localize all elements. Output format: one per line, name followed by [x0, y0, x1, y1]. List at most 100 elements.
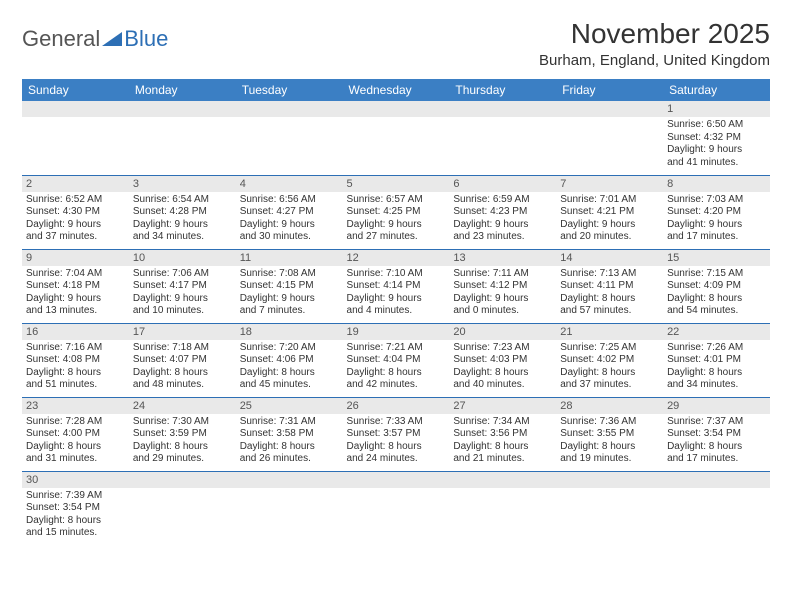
- day-details: [236, 117, 343, 123]
- day-number: [556, 472, 663, 488]
- day-number: 14: [556, 250, 663, 266]
- detail-line: Daylight: 9 hours: [560, 219, 659, 232]
- detail-line: Sunset: 4:30 PM: [26, 206, 125, 219]
- calendar-cell: 29Sunrise: 7:37 AMSunset: 3:54 PMDayligh…: [663, 397, 770, 471]
- day-details: Sunrise: 7:18 AMSunset: 4:07 PMDaylight:…: [129, 340, 236, 396]
- detail-line: Sunset: 3:55 PM: [560, 428, 659, 441]
- calendar-cell: 7Sunrise: 7:01 AMSunset: 4:21 PMDaylight…: [556, 175, 663, 249]
- calendar-cell: [236, 101, 343, 175]
- detail-line: Daylight: 8 hours: [453, 367, 552, 380]
- day-details: [343, 488, 450, 494]
- day-details: Sunrise: 7:01 AMSunset: 4:21 PMDaylight:…: [556, 192, 663, 248]
- detail-line: and 15 minutes.: [26, 527, 125, 540]
- day-number: 7: [556, 176, 663, 192]
- detail-line: Daylight: 9 hours: [347, 293, 446, 306]
- day-details: Sunrise: 6:57 AMSunset: 4:25 PMDaylight:…: [343, 192, 450, 248]
- day-details: [343, 117, 450, 123]
- detail-line: Daylight: 8 hours: [26, 367, 125, 380]
- calendar-cell: 2Sunrise: 6:52 AMSunset: 4:30 PMDaylight…: [22, 175, 129, 249]
- calendar-row: 1Sunrise: 6:50 AMSunset: 4:32 PMDaylight…: [22, 101, 770, 175]
- day-number: 17: [129, 324, 236, 340]
- detail-line: Sunrise: 7:36 AM: [560, 416, 659, 429]
- logo-text-1: General: [22, 26, 100, 52]
- day-details: Sunrise: 7:31 AMSunset: 3:58 PMDaylight:…: [236, 414, 343, 470]
- calendar-cell: [663, 471, 770, 545]
- day-number: 13: [449, 250, 556, 266]
- detail-line: Sunset: 4:11 PM: [560, 280, 659, 293]
- calendar-cell: [449, 471, 556, 545]
- detail-line: Sunset: 4:02 PM: [560, 354, 659, 367]
- day-details: Sunrise: 7:04 AMSunset: 4:18 PMDaylight:…: [22, 266, 129, 322]
- day-number: 21: [556, 324, 663, 340]
- detail-line: Daylight: 9 hours: [26, 219, 125, 232]
- detail-line: and 29 minutes.: [133, 453, 232, 466]
- title-block: November 2025 Burham, England, United Ki…: [539, 18, 770, 69]
- day-details: [449, 488, 556, 494]
- calendar-cell: 13Sunrise: 7:11 AMSunset: 4:12 PMDayligh…: [449, 249, 556, 323]
- detail-line: Sunrise: 7:15 AM: [667, 268, 766, 281]
- calendar-table: Sunday Monday Tuesday Wednesday Thursday…: [22, 79, 770, 545]
- detail-line: Sunrise: 7:11 AM: [453, 268, 552, 281]
- detail-line: Daylight: 8 hours: [560, 441, 659, 454]
- calendar-cell: 20Sunrise: 7:23 AMSunset: 4:03 PMDayligh…: [449, 323, 556, 397]
- page-title: November 2025: [539, 18, 770, 50]
- day-number: 28: [556, 398, 663, 414]
- detail-line: Sunrise: 7:20 AM: [240, 342, 339, 355]
- calendar-cell: 28Sunrise: 7:36 AMSunset: 3:55 PMDayligh…: [556, 397, 663, 471]
- day-number: 19: [343, 324, 450, 340]
- detail-line: Sunset: 4:32 PM: [667, 132, 766, 145]
- detail-line: Sunset: 4:17 PM: [133, 280, 232, 293]
- day-number: 26: [343, 398, 450, 414]
- detail-line: Sunrise: 7:37 AM: [667, 416, 766, 429]
- logo-triangle-icon: [102, 26, 122, 52]
- day-details: Sunrise: 7:11 AMSunset: 4:12 PMDaylight:…: [449, 266, 556, 322]
- detail-line: Daylight: 8 hours: [347, 441, 446, 454]
- detail-line: Sunrise: 6:59 AM: [453, 194, 552, 207]
- calendar-cell: 15Sunrise: 7:15 AMSunset: 4:09 PMDayligh…: [663, 249, 770, 323]
- day-number: [556, 101, 663, 117]
- day-number: 1: [663, 101, 770, 117]
- detail-line: Daylight: 8 hours: [560, 367, 659, 380]
- detail-line: Sunrise: 6:54 AM: [133, 194, 232, 207]
- detail-line: Daylight: 8 hours: [133, 441, 232, 454]
- day-details: Sunrise: 7:25 AMSunset: 4:02 PMDaylight:…: [556, 340, 663, 396]
- detail-line: Daylight: 9 hours: [453, 293, 552, 306]
- calendar-cell: [556, 471, 663, 545]
- detail-line: and 34 minutes.: [133, 231, 232, 244]
- detail-line: and 48 minutes.: [133, 379, 232, 392]
- detail-line: Sunrise: 7:25 AM: [560, 342, 659, 355]
- detail-line: and 54 minutes.: [667, 305, 766, 318]
- detail-line: Sunset: 3:54 PM: [667, 428, 766, 441]
- day-details: Sunrise: 7:36 AMSunset: 3:55 PMDaylight:…: [556, 414, 663, 470]
- day-details: [663, 488, 770, 494]
- detail-line: Daylight: 9 hours: [133, 293, 232, 306]
- header-row: Sunday Monday Tuesday Wednesday Thursday…: [22, 79, 770, 101]
- day-details: Sunrise: 7:26 AMSunset: 4:01 PMDaylight:…: [663, 340, 770, 396]
- day-number: [236, 101, 343, 117]
- detail-line: and 21 minutes.: [453, 453, 552, 466]
- detail-line: Sunset: 4:20 PM: [667, 206, 766, 219]
- detail-line: Sunrise: 6:52 AM: [26, 194, 125, 207]
- day-number: 24: [129, 398, 236, 414]
- day-details: Sunrise: 6:52 AMSunset: 4:30 PMDaylight:…: [22, 192, 129, 248]
- detail-line: and 42 minutes.: [347, 379, 446, 392]
- day-details: Sunrise: 7:16 AMSunset: 4:08 PMDaylight:…: [22, 340, 129, 396]
- day-number: [236, 472, 343, 488]
- calendar-cell: 17Sunrise: 7:18 AMSunset: 4:07 PMDayligh…: [129, 323, 236, 397]
- detail-line: and 7 minutes.: [240, 305, 339, 318]
- detail-line: Daylight: 8 hours: [667, 367, 766, 380]
- day-details: Sunrise: 7:13 AMSunset: 4:11 PMDaylight:…: [556, 266, 663, 322]
- day-number: 15: [663, 250, 770, 266]
- day-details: [22, 117, 129, 123]
- detail-line: Sunrise: 7:31 AM: [240, 416, 339, 429]
- day-number: 8: [663, 176, 770, 192]
- calendar-cell: 27Sunrise: 7:34 AMSunset: 3:56 PMDayligh…: [449, 397, 556, 471]
- detail-line: and 20 minutes.: [560, 231, 659, 244]
- detail-line: Sunrise: 7:30 AM: [133, 416, 232, 429]
- calendar-cell: 6Sunrise: 6:59 AMSunset: 4:23 PMDaylight…: [449, 175, 556, 249]
- detail-line: Sunset: 4:01 PM: [667, 354, 766, 367]
- detail-line: and 31 minutes.: [26, 453, 125, 466]
- calendar-cell: 11Sunrise: 7:08 AMSunset: 4:15 PMDayligh…: [236, 249, 343, 323]
- calendar-row: 23Sunrise: 7:28 AMSunset: 4:00 PMDayligh…: [22, 397, 770, 471]
- day-details: Sunrise: 7:15 AMSunset: 4:09 PMDaylight:…: [663, 266, 770, 322]
